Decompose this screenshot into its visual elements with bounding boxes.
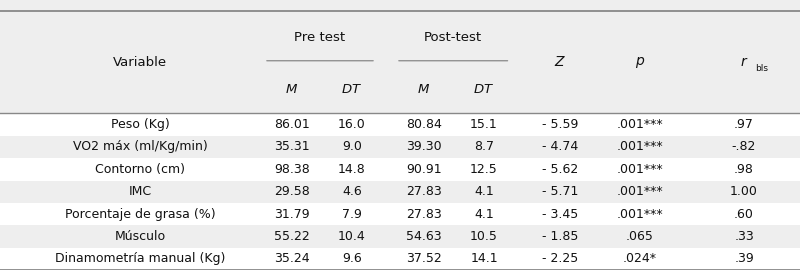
Text: - 4.74: - 4.74	[542, 140, 578, 153]
Text: 35.24: 35.24	[274, 252, 310, 265]
Text: 10.4: 10.4	[338, 230, 366, 243]
Text: 39.30: 39.30	[406, 140, 442, 153]
Text: .39: .39	[734, 252, 754, 265]
Text: Músculo: Músculo	[114, 230, 166, 243]
Text: - 5.62: - 5.62	[542, 163, 578, 176]
Text: 27.83: 27.83	[406, 208, 442, 221]
Text: 4.1: 4.1	[474, 185, 494, 198]
Text: bls: bls	[755, 63, 768, 73]
Text: IMC: IMC	[129, 185, 151, 198]
Text: 14.8: 14.8	[338, 163, 366, 176]
Text: .98: .98	[734, 163, 754, 176]
Text: 98.38: 98.38	[274, 163, 310, 176]
Text: .001***: .001***	[617, 118, 663, 131]
Text: $\it{r}$: $\it{r}$	[740, 55, 748, 69]
Text: Porcentaje de grasa (%): Porcentaje de grasa (%)	[65, 208, 215, 221]
Text: 37.52: 37.52	[406, 252, 442, 265]
Text: - 2.25: - 2.25	[542, 252, 578, 265]
Text: 9.0: 9.0	[342, 140, 362, 153]
Text: 7.9: 7.9	[342, 208, 362, 221]
Text: 1.00: 1.00	[730, 185, 758, 198]
Text: - 5.59: - 5.59	[542, 118, 578, 131]
Text: 90.91: 90.91	[406, 163, 442, 176]
Text: - 3.45: - 3.45	[542, 208, 578, 221]
Text: -.82: -.82	[732, 140, 756, 153]
Text: 27.83: 27.83	[406, 185, 442, 198]
Text: $\it{p}$: $\it{p}$	[635, 55, 645, 70]
Bar	[0, 136, 800, 158]
Text: .60: .60	[734, 208, 754, 221]
Text: .33: .33	[734, 230, 754, 243]
Bar	[0, 203, 800, 225]
Text: 15.1: 15.1	[470, 118, 498, 131]
Bar	[0, 113, 800, 136]
Text: 16.0: 16.0	[338, 118, 366, 131]
Text: - 5.71: - 5.71	[542, 185, 578, 198]
Text: .001***: .001***	[617, 163, 663, 176]
Text: Post-test: Post-test	[424, 31, 482, 44]
Text: $\it{Z}$: $\it{Z}$	[554, 55, 566, 69]
Text: Dinamometría manual (Kg): Dinamometría manual (Kg)	[55, 252, 225, 265]
Text: 10.5: 10.5	[470, 230, 498, 243]
Bar	[0, 11, 800, 113]
Text: $\it{M}$: $\it{M}$	[418, 83, 430, 96]
Text: 12.5: 12.5	[470, 163, 498, 176]
Text: 14.1: 14.1	[470, 252, 498, 265]
Text: 9.6: 9.6	[342, 252, 362, 265]
Text: 29.58: 29.58	[274, 185, 310, 198]
Text: .001***: .001***	[617, 185, 663, 198]
Text: Variable: Variable	[113, 56, 167, 69]
Text: 55.22: 55.22	[274, 230, 310, 243]
Text: .001***: .001***	[617, 208, 663, 221]
Text: .97: .97	[734, 118, 754, 131]
Text: Peso (Kg): Peso (Kg)	[110, 118, 170, 131]
Bar	[0, 248, 800, 270]
Bar	[0, 225, 800, 248]
Text: .001***: .001***	[617, 140, 663, 153]
Text: - 1.85: - 1.85	[542, 230, 578, 243]
Text: Contorno (cm): Contorno (cm)	[95, 163, 185, 176]
Text: $\it{DT}$: $\it{DT}$	[342, 83, 362, 96]
Text: 35.31: 35.31	[274, 140, 310, 153]
Text: 86.01: 86.01	[274, 118, 310, 131]
Text: VO2 máx (ml/Kg/min): VO2 máx (ml/Kg/min)	[73, 140, 207, 153]
Bar	[0, 158, 800, 181]
Text: 54.63: 54.63	[406, 230, 442, 243]
Text: .065: .065	[626, 230, 654, 243]
Text: 31.79: 31.79	[274, 208, 310, 221]
Text: $\it{DT}$: $\it{DT}$	[474, 83, 494, 96]
Text: 4.6: 4.6	[342, 185, 362, 198]
Text: .024*: .024*	[623, 252, 657, 265]
Text: 4.1: 4.1	[474, 208, 494, 221]
Text: 80.84: 80.84	[406, 118, 442, 131]
Bar	[0, 181, 800, 203]
Text: Pre test: Pre test	[294, 31, 346, 44]
Text: $\it{M}$: $\it{M}$	[286, 83, 298, 96]
Text: 8.7: 8.7	[474, 140, 494, 153]
